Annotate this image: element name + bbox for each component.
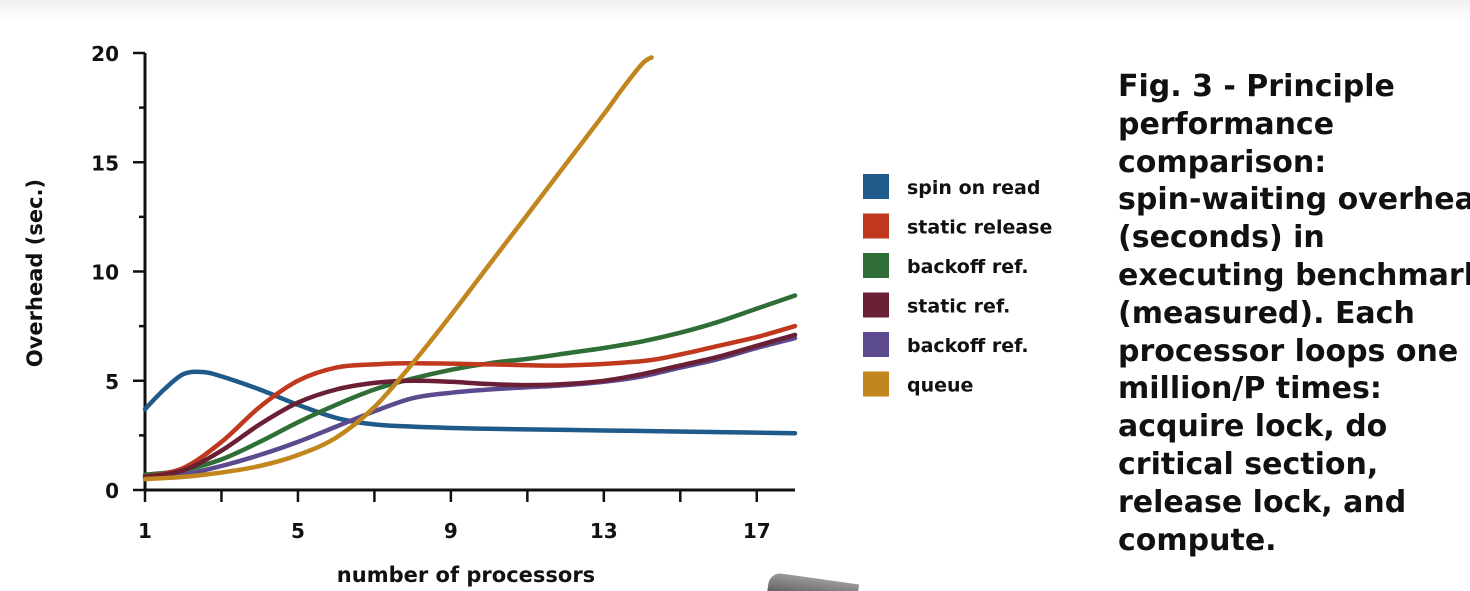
y-tick-label: 15 <box>91 151 119 175</box>
x-tick-label: 1 <box>138 519 152 543</box>
y-tick-label: 5 <box>105 370 119 394</box>
series-line-queue-5 <box>142 55 654 482</box>
legend-label: static ref. <box>907 296 1010 318</box>
legend-swatch <box>863 292 889 318</box>
legend-label: backoff ref. <box>907 335 1029 357</box>
chart-legend: spin on read static release backoff ref. st… <box>863 174 1052 397</box>
x-tick-label: 17 <box>743 519 771 543</box>
legend-swatch <box>863 213 889 239</box>
series-line-spin-on-read-0 <box>142 369 798 436</box>
legend-swatch <box>863 332 889 357</box>
x-axis-label: number of processors <box>337 563 595 587</box>
figure-caption: Fig. 3 - Principle performance compariso… <box>1118 69 1470 558</box>
legend-swatch <box>863 253 889 278</box>
y-tick-label: 20 <box>91 42 119 66</box>
chart-series <box>142 55 798 482</box>
x-tick-label: 13 <box>590 519 618 543</box>
y-axis-label: Overhead (sec.) <box>23 179 47 367</box>
legend-label: spin on read <box>907 177 1040 199</box>
legend-swatch <box>863 174 889 199</box>
legend-label: backoff ref. <box>907 256 1029 278</box>
x-tick-label: 5 <box>291 519 305 543</box>
y-tick-label: 0 <box>105 479 119 503</box>
x-tick-label: 9 <box>444 519 458 543</box>
legend-label: queue <box>907 375 973 397</box>
series-line-backoff-ref-4 <box>142 335 798 482</box>
browser-top-band <box>0 0 1470 22</box>
series-line-static-ref-3 <box>142 332 798 480</box>
y-tick-label: 10 <box>91 261 119 285</box>
series-line-static-release-1 <box>142 323 798 480</box>
legend-label: static release <box>907 217 1052 239</box>
legend-swatch <box>863 371 889 397</box>
